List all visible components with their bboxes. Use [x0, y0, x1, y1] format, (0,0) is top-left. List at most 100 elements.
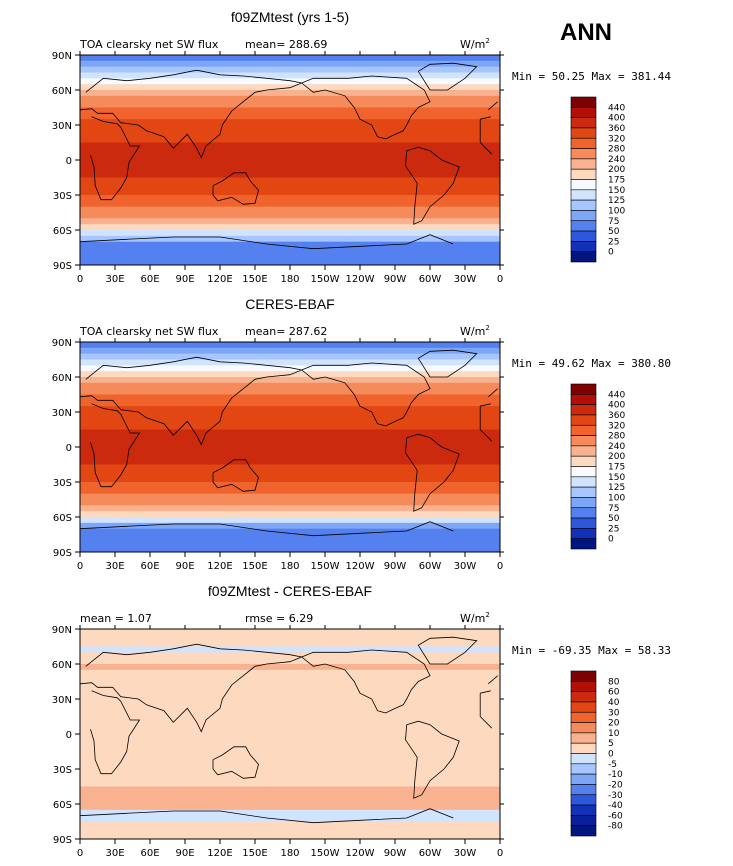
- zonal-band: [80, 412, 500, 419]
- zonal-band: [80, 646, 500, 653]
- y-tick-label: 30N: [52, 695, 72, 706]
- colorbar-label: -80: [608, 822, 623, 832]
- coastline: [90, 403, 493, 488]
- zonal-band: [80, 629, 500, 636]
- zonal-band: [80, 388, 500, 395]
- zonal-band: [80, 101, 500, 108]
- colorbar-box: [570, 404, 597, 416]
- x-tick-label: 120E: [207, 561, 232, 572]
- x-tick-label: 30W: [454, 848, 477, 859]
- colorbar-label: -40: [608, 801, 623, 811]
- colorbar-box: [570, 681, 597, 692]
- colorbar-box: [570, 466, 597, 478]
- y-tick-label: 60S: [53, 800, 72, 811]
- coastline: [212, 459, 259, 492]
- variable-label: TOA clearsky net SW flux: [79, 38, 219, 51]
- zonal-band: [80, 441, 500, 448]
- colorbar-label: 50: [608, 227, 620, 237]
- colorbar-box: [570, 794, 597, 806]
- units-label: W/m2: [460, 324, 490, 338]
- colorbar-box: [570, 711, 597, 723]
- colorbar-box: [570, 158, 597, 170]
- colorbar-label: 280: [608, 145, 625, 155]
- zonal-band: [80, 546, 500, 552]
- zonal-band: [80, 716, 500, 723]
- zonal-band: [80, 704, 500, 712]
- colorbar-box: [570, 825, 597, 837]
- zonal-band: [80, 55, 500, 62]
- zonal-band: [80, 347, 500, 355]
- panel-title: f09ZMtest - CERES-EBAF: [208, 583, 372, 599]
- zonal-band: [80, 505, 500, 512]
- rmse-label: rmse = 6.29: [245, 612, 313, 625]
- colorbar-label: 200: [608, 452, 625, 462]
- colorbar-box: [570, 383, 597, 395]
- colorbar-label: 0: [608, 535, 614, 545]
- colorbar-label: -5: [608, 760, 617, 770]
- x-tick-label: 180: [280, 274, 299, 285]
- coastline: [80, 234, 454, 250]
- zonal-band: [80, 95, 500, 103]
- x-tick-label: 0: [497, 561, 503, 572]
- coastline: [212, 746, 259, 779]
- panel-title: CERES-EBAF: [245, 296, 334, 312]
- colorbar-box: [570, 476, 597, 488]
- coastline: [301, 649, 431, 714]
- colorbar-box: [570, 691, 597, 703]
- colorbar-label: 400: [608, 401, 625, 411]
- colorbar-box: [570, 507, 597, 519]
- zonal-band: [80, 394, 500, 401]
- colorbar-box: [570, 127, 597, 139]
- zonal-band: [80, 664, 500, 671]
- panel-3: f09ZMtest - CERES-EBAF mean = 1.07 rmse = …: [52, 583, 671, 859]
- zonal-band: [80, 792, 500, 799]
- colorbar-box: [570, 230, 597, 242]
- zonal-band: [80, 452, 500, 460]
- zonal-band: [80, 763, 500, 770]
- zonal-band: [80, 693, 500, 700]
- x-tick-label: 0: [77, 848, 83, 859]
- zonal-band: [80, 827, 500, 834]
- x-tick-label: 60W: [419, 561, 442, 572]
- zonal-band: [80, 669, 500, 677]
- colorbar-box: [570, 189, 597, 201]
- colorbar-box: [570, 96, 597, 108]
- map-area: 0 30E 60E 90E 120E 150E 180 150W 120W 90W 60W 30W 09…: [52, 625, 504, 859]
- colorbar-box: [570, 804, 597, 816]
- colorbar-box: [570, 210, 597, 222]
- colorbar-box: [570, 445, 597, 457]
- x-tick-label: 0: [497, 274, 503, 285]
- colorbar-box: [570, 670, 597, 682]
- colorbar-label: 175: [608, 463, 625, 473]
- colorbar-box: [570, 107, 597, 118]
- colorbar-label: 440: [608, 390, 625, 400]
- colorbar-box: [570, 815, 597, 826]
- coastline: [405, 720, 460, 799]
- x-tick-label: 180: [280, 848, 299, 859]
- zonal-band: [80, 517, 500, 524]
- x-tick-label: 120E: [207, 274, 232, 285]
- zonal-band: [80, 540, 500, 547]
- zonal-band: [80, 722, 500, 729]
- y-tick-label: 30N: [52, 121, 72, 132]
- zonal-band: [80, 745, 500, 752]
- variable-label: TOA clearsky net SW flux: [79, 325, 219, 338]
- zonal-band: [80, 417, 500, 425]
- zonal-band: [80, 183, 500, 190]
- coastline: [90, 690, 493, 775]
- zonal-band: [80, 165, 500, 173]
- coastline: [417, 349, 478, 378]
- map-area: 0 30E 60E 90E 120E 150E 180 150W 120W 90W 60W 30W 09…: [52, 51, 504, 285]
- zonal-band: [80, 136, 500, 143]
- x-tick-label: 120W: [346, 274, 375, 285]
- zonal-band: [80, 342, 500, 349]
- zonal-band: [80, 90, 500, 97]
- min-max-label: Min = 50.25 Max = 381.44: [512, 70, 671, 83]
- colorbar-label: 75: [608, 217, 619, 227]
- zonal-band: [80, 757, 500, 764]
- zonal-band: [80, 200, 500, 208]
- zonal-band: [80, 464, 500, 471]
- zonal-band: [80, 493, 500, 500]
- zonal-band: [80, 72, 500, 79]
